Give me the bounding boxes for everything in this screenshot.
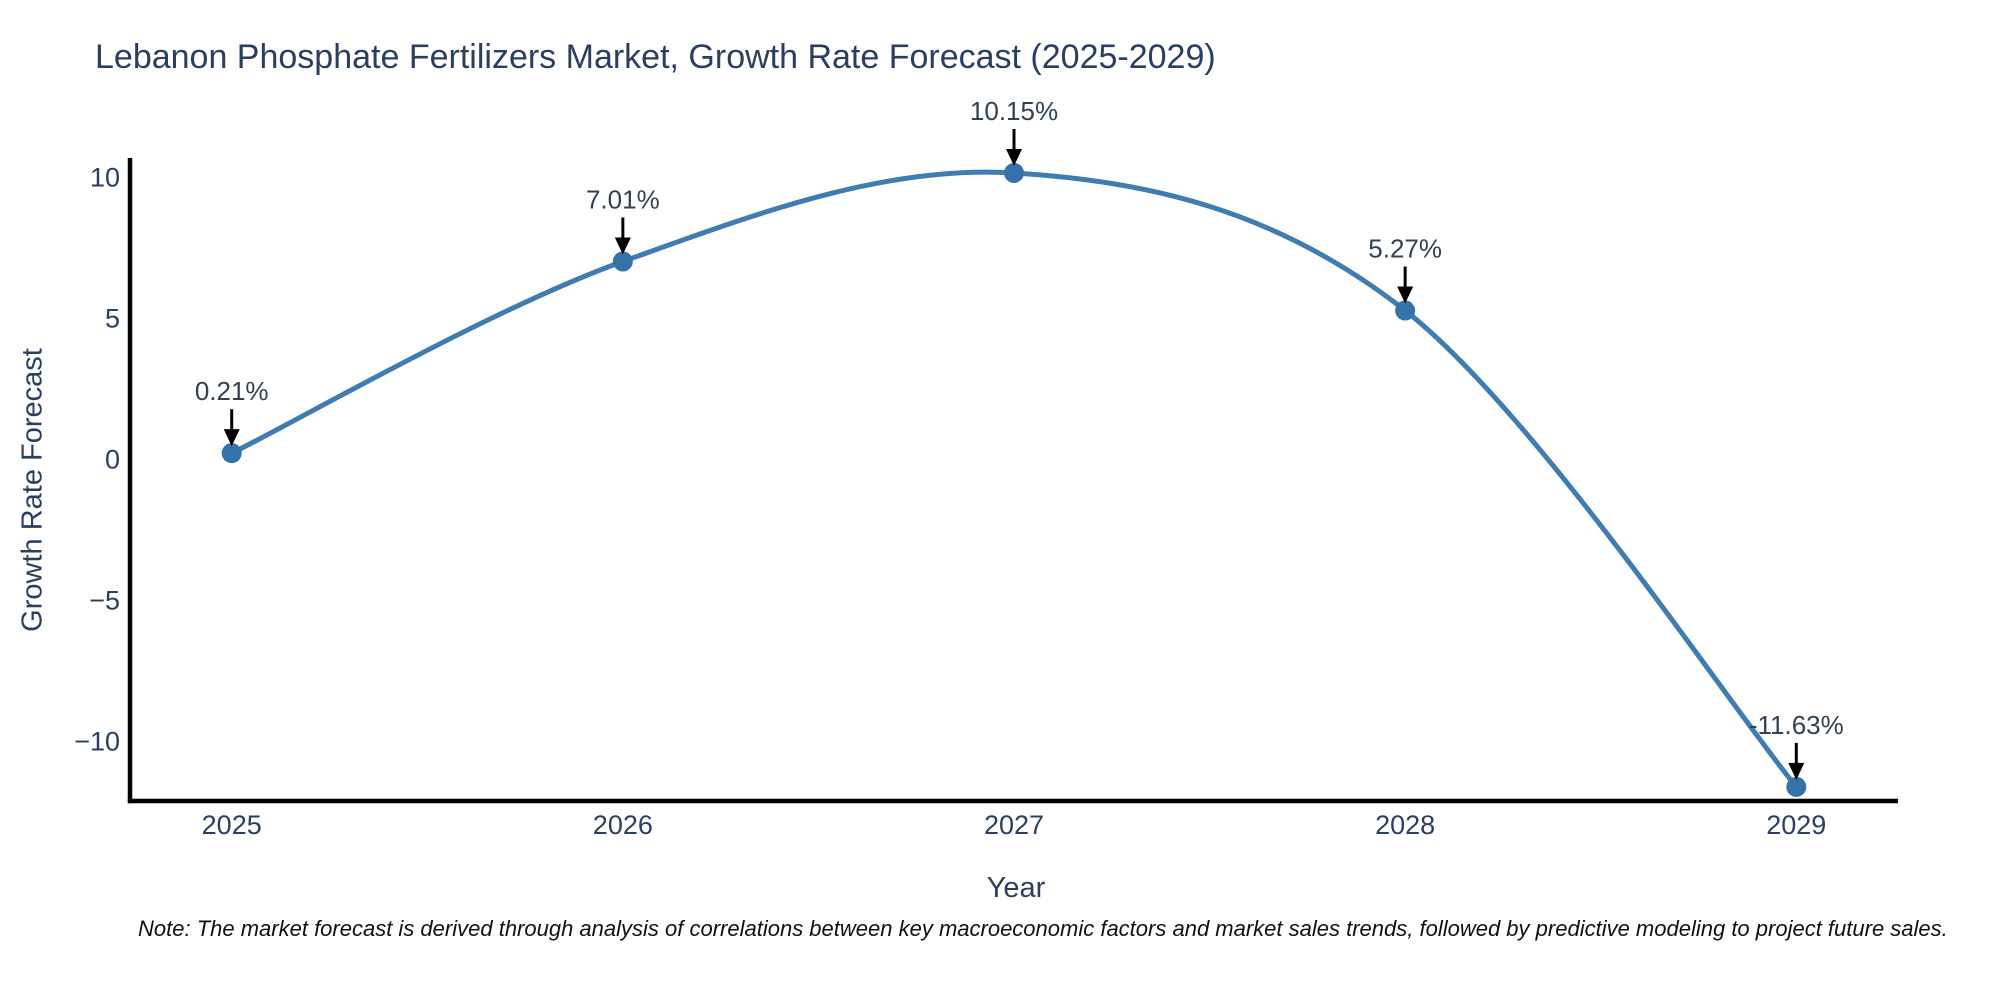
x-tick-label: 2029	[1766, 810, 1826, 840]
annotation-arrow-head	[1006, 148, 1022, 166]
annotation-label-2026: 7.01%	[586, 184, 660, 214]
y-tick-label: 10	[90, 163, 120, 193]
data-point-marker-2025	[221, 443, 242, 464]
data-point-marker-2028	[1395, 300, 1416, 321]
annotation-label-2028: 5.27%	[1368, 234, 1442, 264]
y-tick-label: 0	[105, 445, 120, 475]
y-axis-title: Growth Rate Forecast	[16, 348, 49, 632]
forecast-line	[229, 169, 1799, 790]
annotation-arrow-head	[223, 429, 240, 447]
annotation-label-2025: 0.21%	[195, 376, 269, 406]
x-tick-label: 2027	[984, 810, 1044, 840]
data-point-marker-2029	[1786, 776, 1807, 797]
x-tick-label: 2026	[593, 810, 653, 840]
annotation-arrow-head	[1397, 286, 1414, 304]
annotation-arrow-head	[614, 237, 631, 255]
annotation-label-2027: 10.15%	[970, 96, 1058, 126]
data-point-marker-2027	[1004, 162, 1024, 183]
x-tick-label: 2028	[1375, 810, 1435, 840]
y-tick-label: −10	[74, 726, 120, 756]
data-point-marker-2026	[612, 251, 633, 272]
x-tick-label: 2025	[202, 810, 262, 840]
chart-title: Lebanon Phosphate Fertilizers Market, Gr…	[95, 38, 1216, 76]
annotation-label-2029: -11.63%	[1749, 710, 1844, 740]
x-axis-title: Year	[986, 872, 1046, 904]
annotation-arrow-head	[1788, 762, 1805, 780]
footnote-text: Note: The market forecast is derived thr…	[138, 916, 1948, 941]
y-tick-label: 5	[105, 304, 120, 334]
y-tick-label: −5	[89, 585, 120, 615]
